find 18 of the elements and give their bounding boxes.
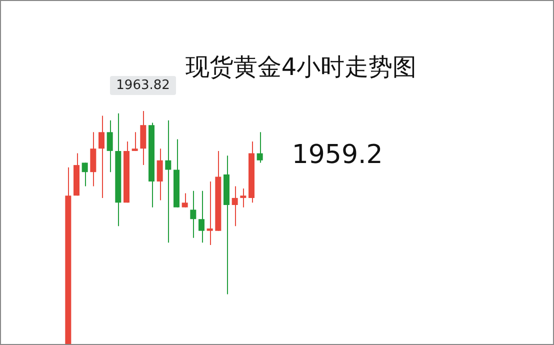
- candlestick: [182, 192, 188, 208]
- candlestick: [156, 148, 163, 201]
- candlestick: [82, 162, 88, 187]
- candlestick: [198, 190, 204, 244]
- candlestick: [190, 190, 196, 238]
- candlestick: [106, 120, 113, 173]
- candlestick: [256, 132, 263, 164]
- text: 1963.82: [110, 76, 176, 95]
- text: 1959.2: [292, 140, 383, 170]
- candlestick: [165, 120, 172, 244]
- candlestick: [232, 186, 238, 227]
- candlestick: [140, 110, 146, 166]
- candlestick: [240, 188, 246, 208]
- candlestick: [90, 132, 96, 187]
- candlestick: [206, 181, 213, 246]
- candlestick: [98, 115, 104, 198]
- chart-title: 现货黄金4小时走势图: [185, 53, 417, 81]
- candlestick: [132, 132, 138, 152]
